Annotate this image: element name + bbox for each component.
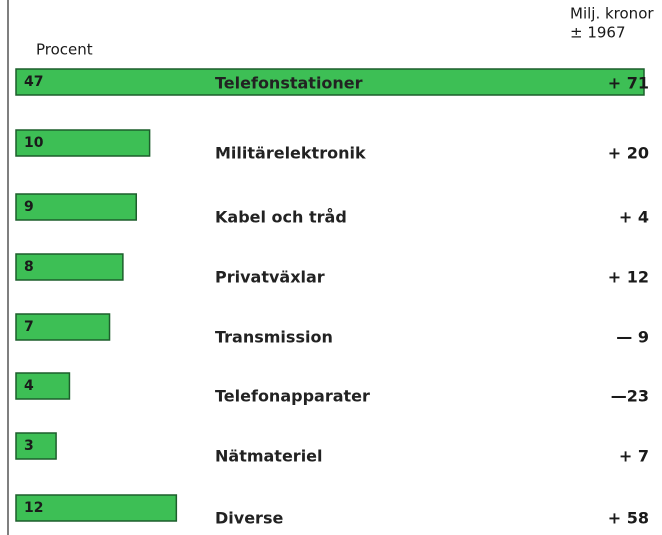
change-value: + 71 [608, 74, 649, 93]
bar-value-label: 9 [24, 199, 34, 215]
category-label: Diverse [215, 509, 283, 528]
bar-value-label: 10 [24, 135, 44, 151]
bar-value-label: 7 [24, 319, 34, 335]
bar [15, 129, 151, 157]
change-value: + 7 [619, 447, 649, 466]
bar-value-label: 8 [24, 259, 34, 275]
category-label: Militärelektronik [215, 144, 366, 163]
bar-value-label: 3 [24, 438, 34, 454]
change-value: + 20 [608, 144, 649, 163]
bar [15, 253, 124, 281]
category-label: Kabel och tråd [215, 208, 347, 227]
change-value: + 4 [619, 208, 649, 227]
category-label: Privatväxlar [215, 268, 325, 287]
bar [15, 494, 178, 522]
bar [15, 68, 645, 96]
change-value: + 12 [608, 268, 649, 287]
bar [15, 313, 111, 341]
x-label: Procent [36, 41, 93, 59]
bar [15, 372, 71, 400]
bar-value-label: 47 [24, 74, 43, 90]
change-value: + 58 [608, 509, 649, 528]
bar-value-label: 12 [24, 500, 43, 516]
change-label: ± 1967 [570, 24, 626, 42]
change-label: Milj. kronor [570, 5, 654, 23]
change-value: — 9 [616, 328, 649, 347]
change-value: —23 [611, 387, 649, 406]
category-label: Transmission [215, 328, 333, 347]
category-label: Telefonstationer [215, 74, 363, 93]
bar [15, 432, 57, 460]
category-label: Nätmateriel [215, 447, 323, 466]
category-label: Telefonapparater [215, 387, 370, 406]
bar-value-label: 4 [24, 378, 34, 394]
bar [15, 193, 138, 221]
